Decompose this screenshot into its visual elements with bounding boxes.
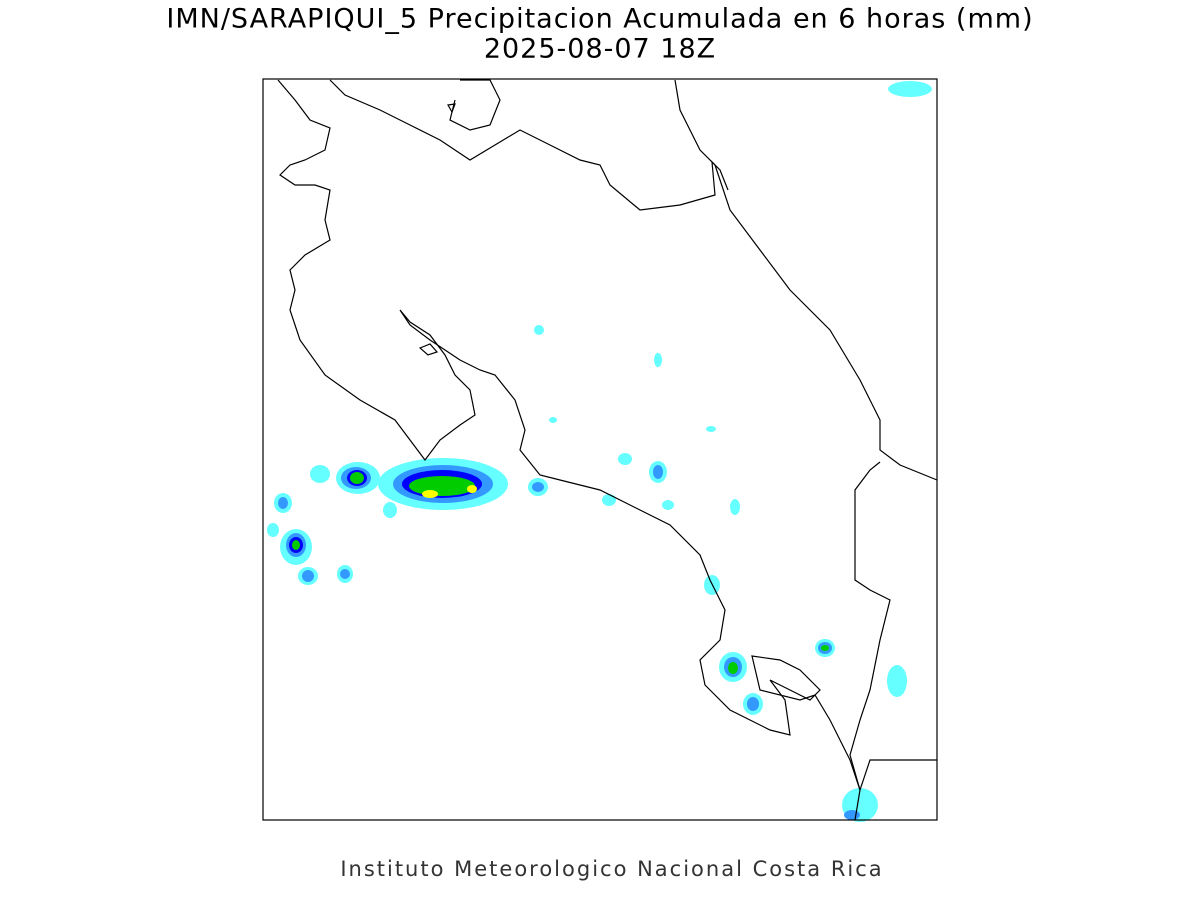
coastlines xyxy=(277,79,938,821)
subtitle: 2025-08-07 18Z xyxy=(484,34,716,65)
map-frame xyxy=(262,78,938,821)
precip-fields xyxy=(267,81,932,822)
title: IMN/SARAPIQUI_5 Precipitacion Acumulada … xyxy=(166,4,1033,35)
footer: Instituto Meteorologico Nacional Costa R… xyxy=(340,857,883,881)
